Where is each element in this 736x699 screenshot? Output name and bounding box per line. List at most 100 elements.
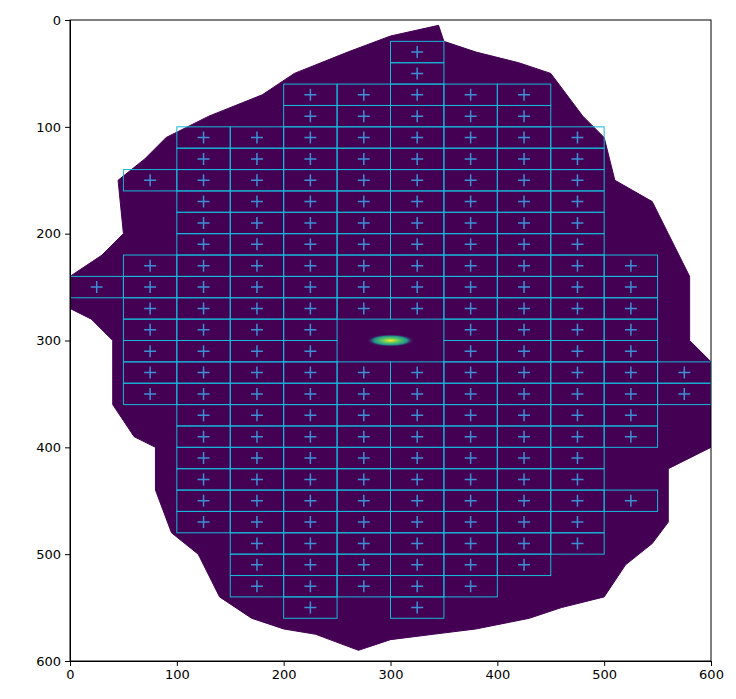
cell-center <box>251 516 263 528</box>
cell-center <box>198 238 210 250</box>
cell-center <box>411 281 423 293</box>
cell-center <box>625 388 637 400</box>
cell <box>337 255 390 276</box>
cell-center <box>411 452 423 464</box>
cell <box>497 105 550 126</box>
cell <box>551 234 604 255</box>
cell-center <box>251 537 263 549</box>
cell <box>177 319 230 340</box>
cell-center <box>198 281 210 293</box>
tick: 600 <box>699 661 724 682</box>
cell <box>551 447 604 468</box>
cell-center <box>144 345 156 357</box>
cell <box>551 341 604 362</box>
cell <box>284 554 337 575</box>
cell-center <box>465 302 477 314</box>
cell-center <box>358 132 370 144</box>
cell-center <box>358 238 370 250</box>
cell <box>551 148 604 169</box>
cell-center <box>465 132 477 144</box>
cell <box>391 234 444 255</box>
cell <box>551 170 604 191</box>
cell <box>497 191 550 212</box>
cell-center <box>251 324 263 336</box>
cell <box>284 597 337 618</box>
cell-center <box>465 367 477 379</box>
cell <box>551 405 604 426</box>
cell <box>284 405 337 426</box>
cell-center <box>411 388 423 400</box>
cell-center <box>411 302 423 314</box>
plot-background <box>70 20 711 661</box>
cell-center <box>571 367 583 379</box>
cell-center <box>518 367 530 379</box>
cell-center <box>198 409 210 421</box>
cell <box>177 469 230 490</box>
tick-mark <box>65 20 70 21</box>
cell-center <box>358 516 370 528</box>
tick-mark <box>65 341 70 342</box>
tick-label: 0 <box>66 667 74 682</box>
cell <box>284 576 337 597</box>
cell <box>444 191 497 212</box>
cell <box>391 576 444 597</box>
cell-center <box>571 495 583 507</box>
cell-center <box>465 580 477 592</box>
cell <box>337 447 390 468</box>
cell-center <box>304 238 316 250</box>
cell <box>604 405 657 426</box>
cell <box>123 383 176 404</box>
cell <box>123 298 176 319</box>
cell <box>284 533 337 554</box>
cell <box>604 319 657 340</box>
cell-center <box>304 217 316 229</box>
cell-center <box>251 132 263 144</box>
cell <box>337 170 390 191</box>
cell-center <box>304 431 316 443</box>
tick-label: 400 <box>36 440 61 455</box>
cell-center <box>304 602 316 614</box>
cell-center <box>304 260 316 272</box>
cell <box>444 405 497 426</box>
cell-center <box>465 452 477 464</box>
cell-center <box>411 559 423 571</box>
cell <box>497 341 550 362</box>
cell <box>284 426 337 447</box>
cell-center <box>304 110 316 122</box>
tick-mark <box>65 661 70 662</box>
cell-center <box>518 196 530 208</box>
cell <box>337 362 390 383</box>
cell-center <box>411 409 423 421</box>
cell-center <box>571 196 583 208</box>
cell <box>444 298 497 319</box>
cell <box>177 405 230 426</box>
cell <box>551 511 604 532</box>
cell <box>337 469 390 490</box>
tick-mark <box>284 661 285 666</box>
cell-center <box>304 132 316 144</box>
cell-center <box>411 260 423 272</box>
cell <box>551 533 604 554</box>
cell <box>177 191 230 212</box>
cell <box>284 298 337 319</box>
tick-mark <box>604 661 605 666</box>
tick-mark <box>65 447 70 448</box>
cell-center <box>144 324 156 336</box>
cell-center <box>518 174 530 186</box>
cell <box>391 490 444 511</box>
cell <box>391 597 444 618</box>
cell-center <box>198 495 210 507</box>
cell-center <box>411 431 423 443</box>
cell-center <box>465 495 477 507</box>
cell <box>337 84 390 105</box>
cell-center <box>358 537 370 549</box>
tick: 400 <box>485 661 510 682</box>
cell <box>497 362 550 383</box>
cell-center <box>358 153 370 165</box>
cell <box>230 298 283 319</box>
cell-center <box>144 281 156 293</box>
tick: 300 <box>379 661 404 682</box>
cell-center <box>465 537 477 549</box>
tick-label: 300 <box>379 667 404 682</box>
cell <box>284 170 337 191</box>
